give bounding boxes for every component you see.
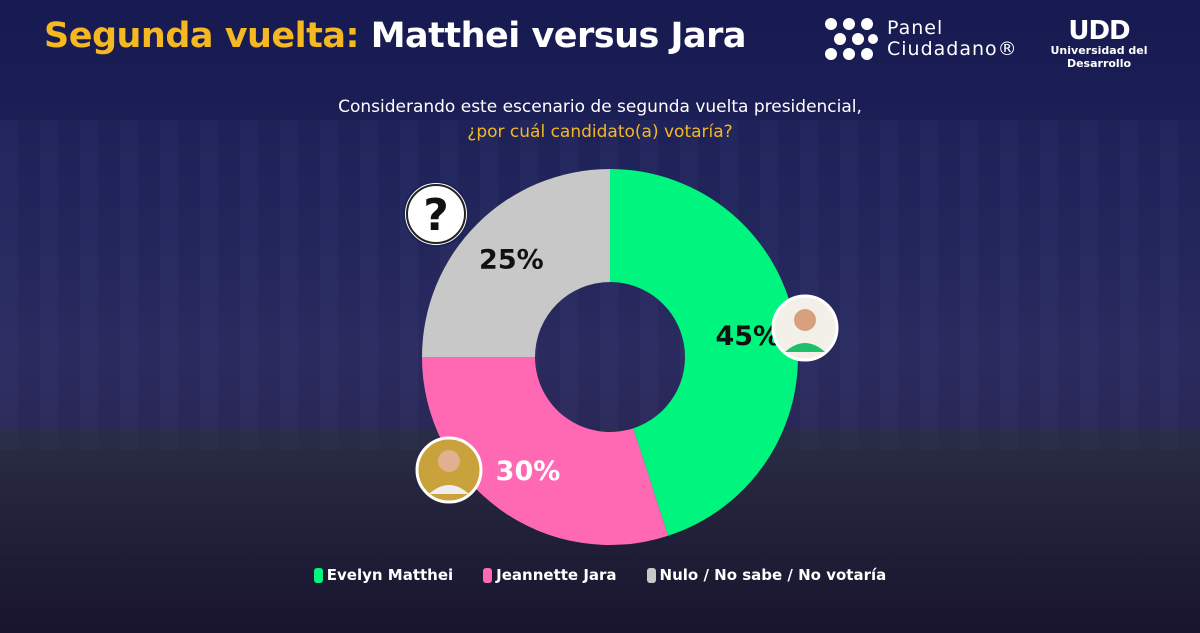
page-title: Segunda vuelta: Matthei versus Jara: [44, 16, 747, 56]
logo-panel-text: Panel: [887, 17, 944, 39]
chart-legend: Evelyn Matthei Jeannette Jara Nulo / No sa…: [0, 566, 1200, 584]
legend-swatch: [483, 567, 493, 583]
title-rest: Matthei versus Jara: [359, 16, 747, 56]
panel-ciudadano-logo: Panel Ciudadano®: [823, 16, 1018, 62]
avatar-jara: [415, 436, 483, 504]
donut-slice-0: [610, 169, 798, 536]
legend-label: Nulo / No sabe / No votaría: [659, 566, 887, 584]
legend-item: Nulo / No sabe / No votaría: [646, 566, 887, 584]
chart-title: Considerando este escenario de segunda v…: [338, 97, 862, 117]
data-label-2: 25%: [479, 244, 544, 275]
title-highlight: Segunda vuelta:: [44, 16, 360, 56]
legend-label: Evelyn Matthei: [326, 566, 454, 584]
legend-item: Evelyn Matthei: [313, 566, 454, 584]
donut-slice-2: [422, 169, 610, 357]
logo-ciudadano-text: Ciudadano®: [887, 38, 1018, 60]
chart-subtitle: ¿por cuál candidato(a) votaría?: [467, 122, 733, 142]
legend-swatch: [313, 567, 323, 583]
udd-logo: UDD Universidad del Desarrollo: [1025, 18, 1173, 70]
legend-label: Jeannette Jara: [496, 566, 617, 584]
data-label-1: 30%: [496, 456, 561, 487]
question-mark: ?: [423, 190, 449, 241]
donut-slice-1: [422, 357, 669, 545]
avatar-matthei: [771, 294, 839, 362]
udd-text: Universidad del Desarrollo: [1050, 44, 1148, 70]
question-icon: ?: [403, 181, 469, 247]
panel-ciudadano-dots-icon: [825, 18, 878, 60]
udd-mark: UDD: [1068, 16, 1130, 46]
legend-swatch: [646, 567, 656, 583]
legend-item: Jeannette Jara: [483, 566, 617, 584]
data-label-0: 45%: [715, 321, 780, 352]
